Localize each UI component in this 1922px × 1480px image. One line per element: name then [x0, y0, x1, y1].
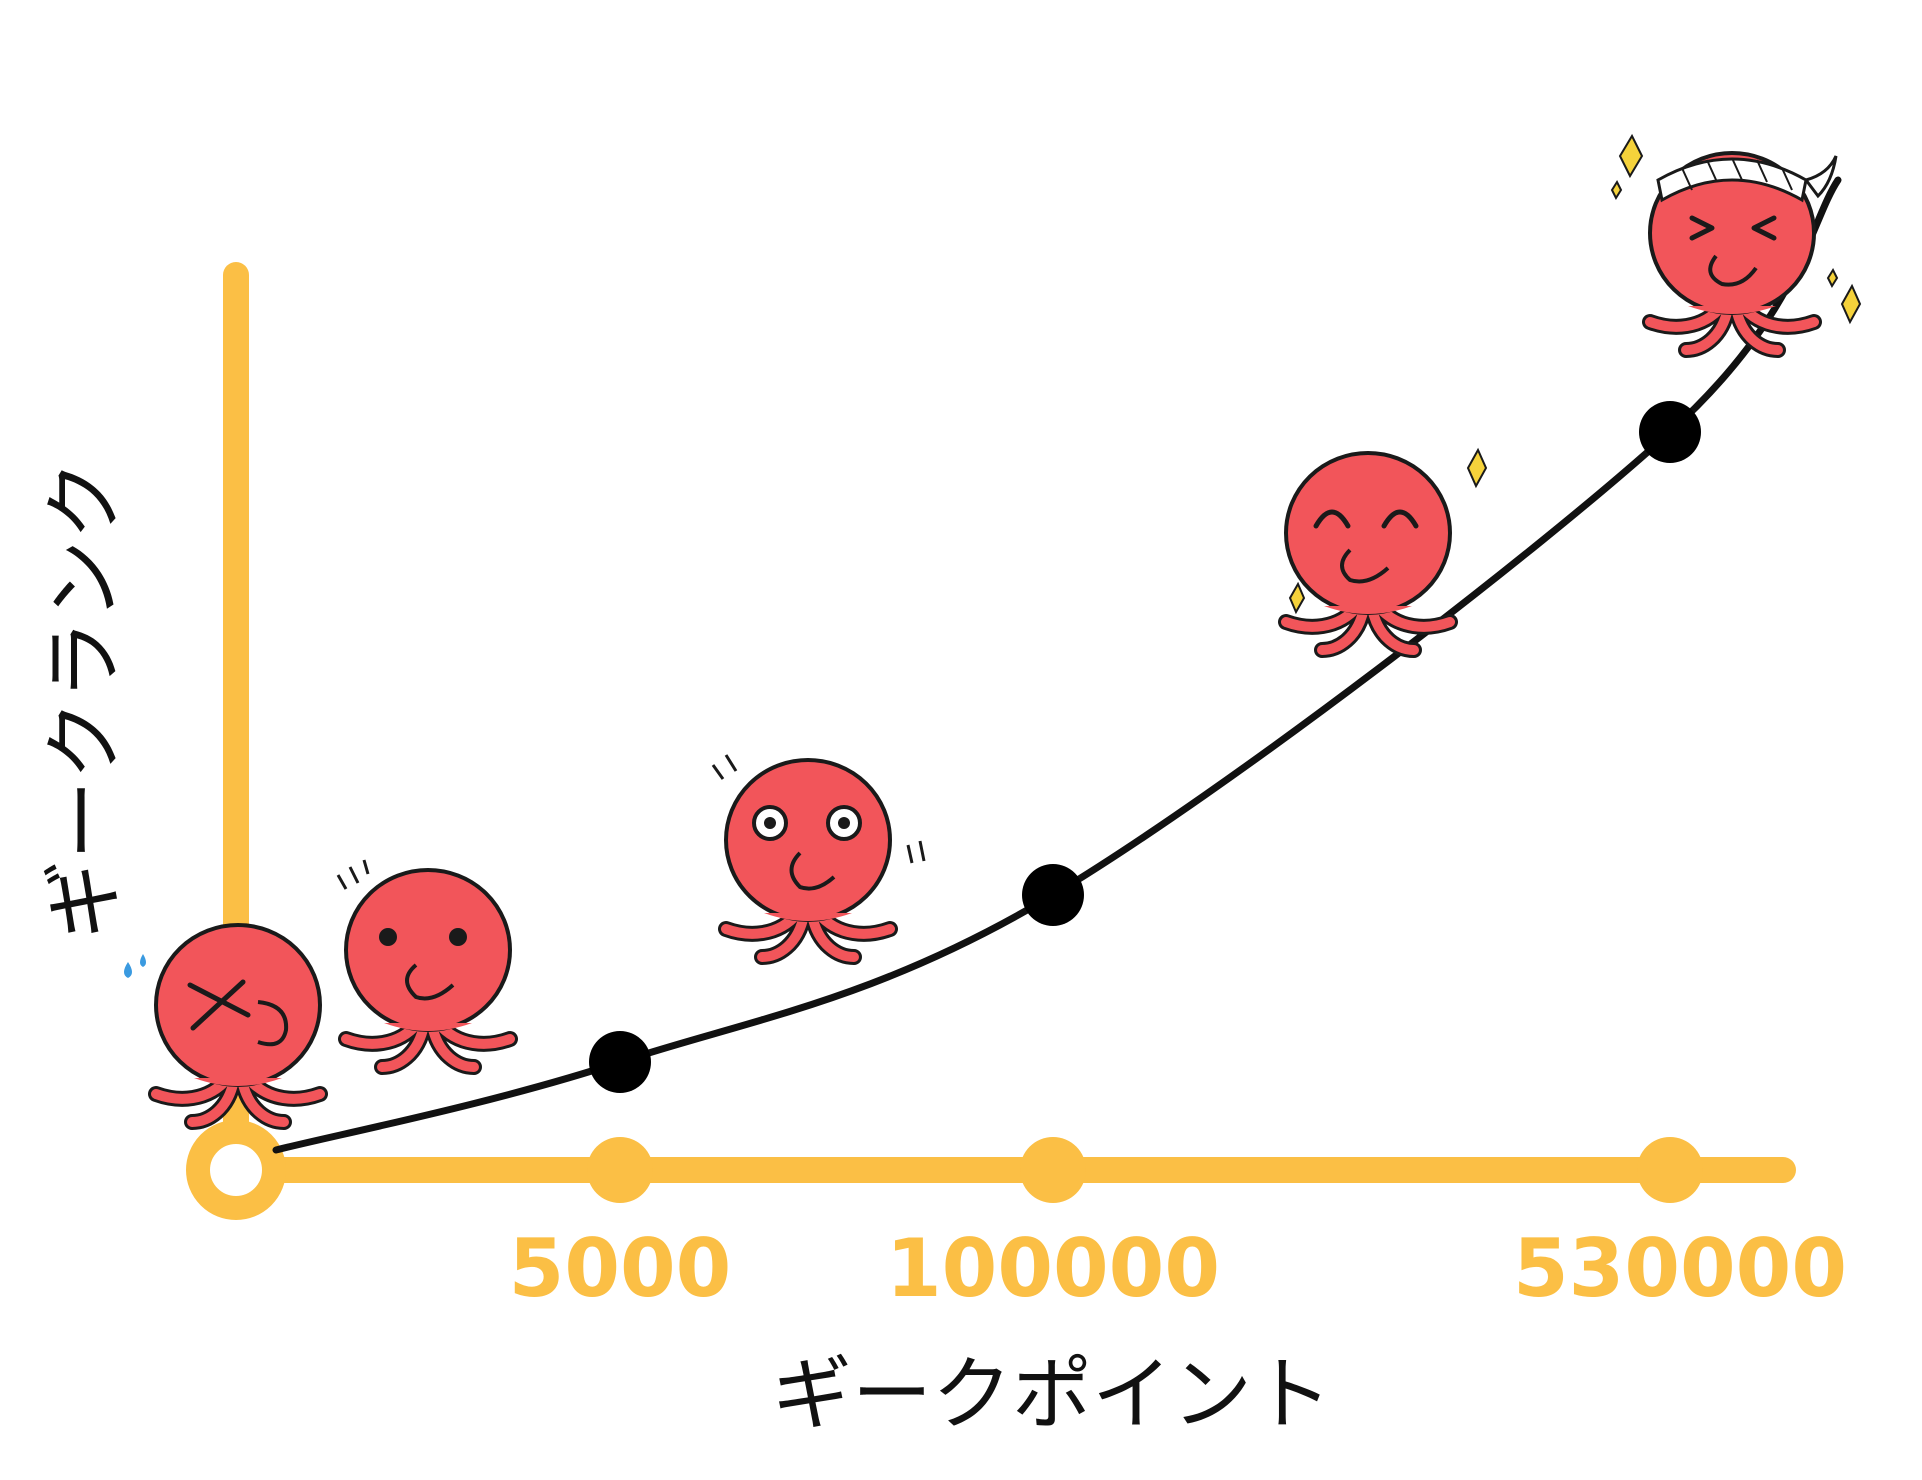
data-point-100000 [1022, 864, 1084, 926]
x-tick-label-100000: 100000 [886, 1222, 1220, 1315]
octopus-elated-icon [1610, 133, 1862, 350]
x-tick-dot-530000 [1637, 1137, 1703, 1203]
origin-marker [186, 1120, 286, 1220]
x-axis-title: ギークポイント [772, 1348, 1332, 1441]
x-tick-label-5000: 5000 [509, 1222, 732, 1315]
octopus-surprised-icon [711, 755, 926, 957]
y-axis-title: ギークランク [38, 460, 131, 940]
growth-curve [272, 176, 1842, 1154]
octopus-neutral-icon [336, 859, 510, 1067]
data-point-530000 [1639, 401, 1701, 463]
x-tick-label-530000: 530000 [1513, 1222, 1847, 1315]
octopus-struggling-icon [124, 925, 320, 1122]
x-tick-dot-100000 [1020, 1137, 1086, 1203]
data-point-5000 [589, 1031, 651, 1093]
x-tick-dot-5000 [587, 1137, 653, 1203]
octopus-happy-icon [1286, 450, 1488, 650]
